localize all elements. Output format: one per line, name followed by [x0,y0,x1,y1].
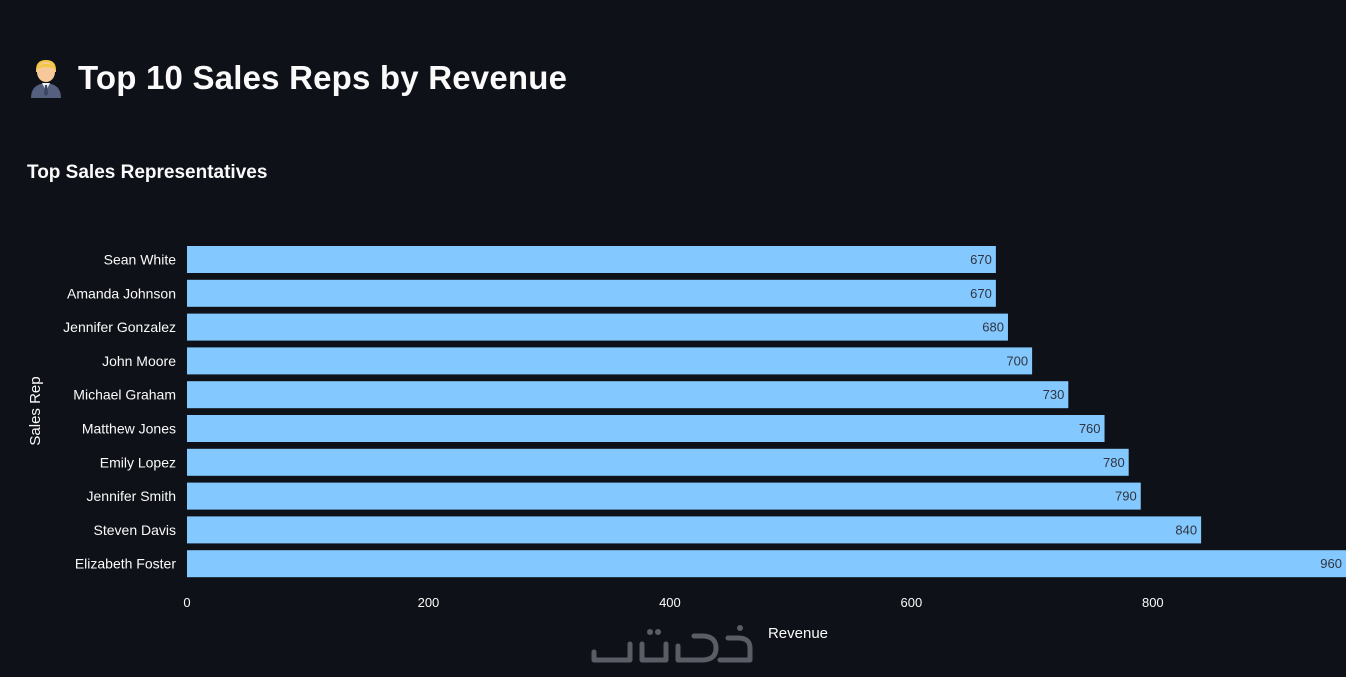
y-tick-label: Sean White [104,252,177,268]
data-label: 670 [970,252,992,267]
y-tick-label: Steven Davis [94,522,176,538]
bar [187,246,996,273]
x-tick-label: 0 [183,595,190,610]
chart-title: Top Sales Representatives [27,162,268,183]
data-label: 790 [1115,489,1137,504]
y-tick-label: Matthew Jones [82,421,176,437]
khamsat-logo [591,625,753,663]
bar [187,482,1141,510]
title-row: Top 10 Sales Reps by Revenue [28,56,567,100]
x-tick-label: 400 [659,595,681,610]
data-label: 680 [982,320,1004,335]
y-tick-label: Michael Graham [73,387,176,403]
data-label: 960 [1320,556,1342,571]
y-tick-label: John Moore [102,353,176,369]
bar [187,550,1346,578]
bar [187,516,1202,544]
y-tick-label: Amanda Johnson [67,285,176,301]
bar [187,313,1008,341]
bar [187,448,1129,476]
y-tick-label: Emily Lopez [100,454,176,470]
x-tick-label: 200 [418,595,440,610]
y-tick-label: Jennifer Smith [87,488,176,504]
data-label: 670 [970,286,992,301]
data-label: 700 [1006,353,1028,368]
bar [187,381,1069,409]
x-tick-label: 800 [1142,595,1164,610]
page-title: Top 10 Sales Reps by Revenue [78,59,568,96]
data-label: 760 [1079,421,1101,436]
bar [187,415,1105,442]
y-tick-label: Elizabeth Foster [75,556,176,572]
data-label: 840 [1175,522,1197,537]
bar [187,279,996,307]
x-tick-label: 600 [901,595,923,610]
office-worker-icon [31,60,61,98]
y-tick-label: Jennifer Gonzalez [63,319,176,335]
x-axis-label: Revenue [768,625,828,642]
data-label: 730 [1043,387,1065,402]
y-axis-label: Sales Rep [27,376,44,445]
data-label: 780 [1103,455,1125,470]
bar [187,347,1033,375]
